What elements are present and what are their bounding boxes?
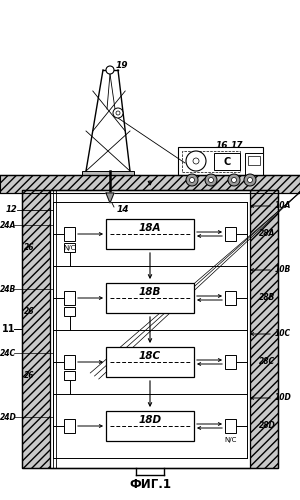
Bar [106,347,194,377]
Circle shape [232,178,236,182]
Text: 24D: 24D [0,412,17,422]
Text: 18D: 18D [138,415,162,425]
Text: 28D: 28D [259,422,276,430]
Bar [225,355,236,369]
Bar [64,371,75,380]
Text: C: C [224,157,231,167]
Bar [82,171,134,175]
Circle shape [190,178,194,182]
Text: N/C: N/C [63,245,75,251]
Text: 10B: 10B [275,266,291,274]
Bar [178,147,263,175]
Bar [0,175,300,193]
Text: 10C: 10C [275,330,291,338]
Bar [50,190,250,468]
Text: 24A: 24A [0,220,16,230]
Circle shape [186,151,206,171]
Text: 18C: 18C [139,351,161,361]
Bar [64,227,75,241]
Text: 16: 16 [216,140,229,149]
Text: 18A: 18A [139,223,161,233]
Text: 10A: 10A [275,202,291,210]
Text: 26: 26 [24,307,34,316]
Bar [248,156,260,165]
Bar [250,190,278,468]
Bar [225,419,236,433]
Bar [64,291,75,305]
Text: 18B: 18B [139,287,161,297]
Bar [182,151,240,172]
Bar [106,283,194,313]
Circle shape [244,174,256,186]
Circle shape [186,174,198,186]
Bar [22,190,278,468]
Text: ФИГ.1: ФИГ.1 [129,478,171,492]
Text: 17: 17 [231,140,244,149]
Circle shape [106,66,114,74]
Circle shape [228,174,240,186]
Bar [106,219,194,249]
Circle shape [113,108,123,118]
Bar [22,190,50,468]
Circle shape [248,178,253,182]
Bar [225,227,236,241]
Polygon shape [106,193,114,203]
Text: 12: 12 [6,206,18,214]
Text: 24B: 24B [0,284,16,294]
Text: 26: 26 [24,243,34,252]
Bar [64,419,75,433]
Circle shape [116,111,120,115]
Bar [64,355,75,369]
Bar [225,291,236,305]
Text: 26: 26 [24,371,34,380]
Bar [64,307,75,316]
Text: N/C: N/C [224,437,236,443]
Bar [64,243,75,252]
Text: 11: 11 [2,324,16,334]
Bar [214,153,240,170]
Bar [106,411,194,441]
Circle shape [205,174,217,186]
Text: 28B: 28B [259,294,275,302]
Circle shape [193,158,199,164]
Text: 10D: 10D [275,394,292,402]
Text: 28C: 28C [259,358,275,366]
Bar [245,153,263,175]
Circle shape [208,178,214,182]
Text: 19: 19 [116,60,128,70]
Text: 14: 14 [117,204,130,214]
Text: 28A: 28A [259,230,275,238]
Text: 24C: 24C [0,348,16,358]
